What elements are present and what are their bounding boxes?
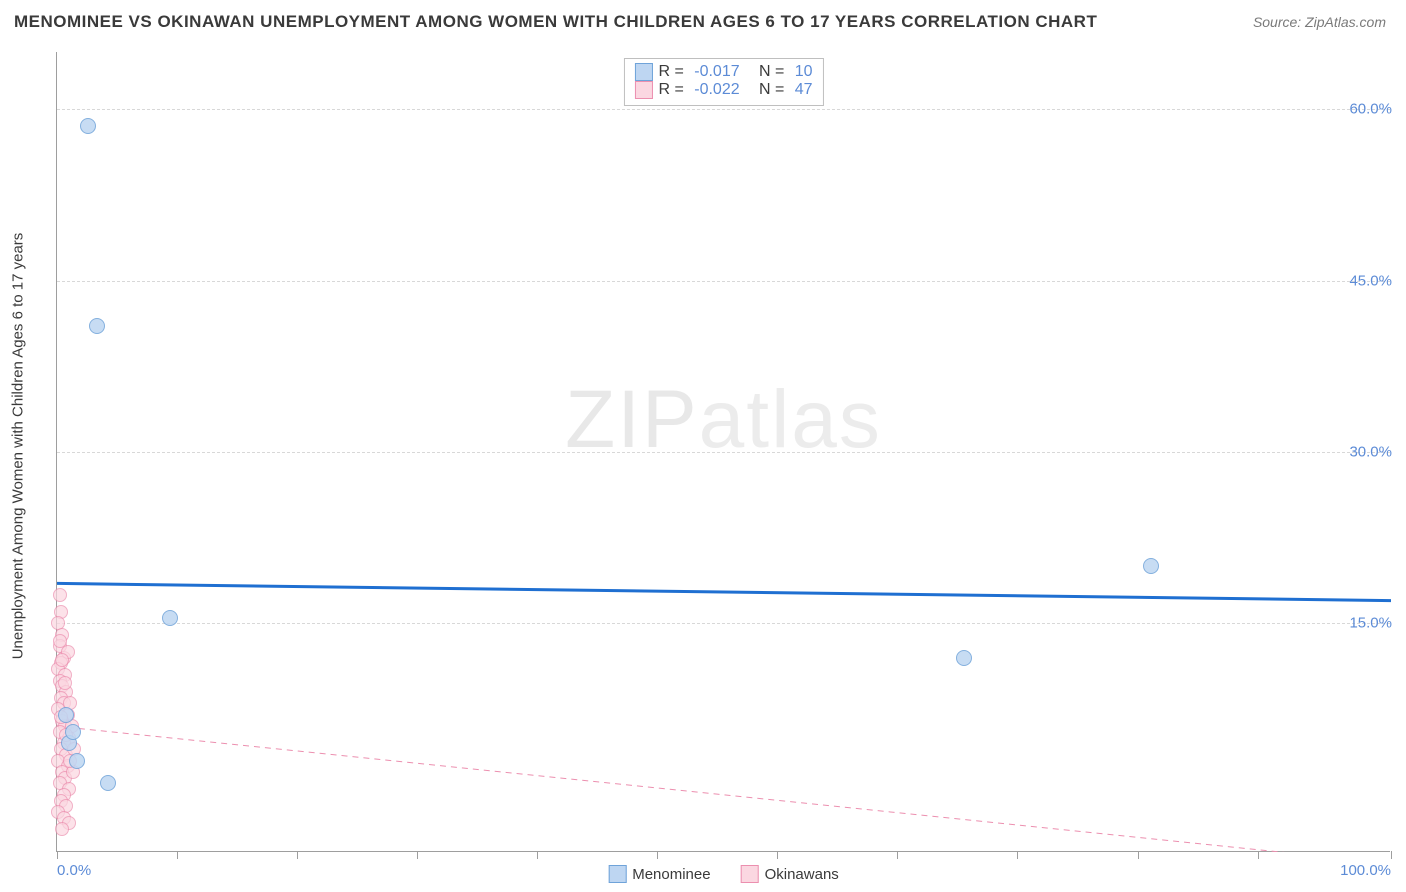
y-tick-label: 60.0% [1349, 101, 1392, 118]
legend-item-menominee: Menominee [608, 865, 710, 883]
watermark-bold: ZIP [565, 374, 699, 465]
legend-swatch-okinawans [634, 81, 652, 99]
grid-line [57, 109, 1390, 110]
data-point-menominee [89, 318, 105, 334]
y-tick-label: 45.0% [1349, 272, 1392, 289]
data-point-menominee [1143, 558, 1159, 574]
data-point-okinawans [53, 588, 67, 602]
chart-title: MENOMINEE VS OKINAWAN UNEMPLOYMENT AMONG… [14, 12, 1097, 32]
y-tick-label: 30.0% [1349, 444, 1392, 461]
data-point-okinawans [58, 676, 72, 690]
r-label: R = [658, 81, 688, 99]
data-point-menominee [58, 707, 74, 723]
n-label: N = [746, 63, 789, 81]
data-point-menominee [80, 118, 96, 134]
legend-swatch [741, 865, 759, 883]
grid-line [57, 623, 1390, 624]
watermark-thin: atlas [699, 374, 882, 465]
legend-swatch [608, 865, 626, 883]
source-label: Source: ZipAtlas.com [1253, 14, 1386, 30]
r-value: -0.022 [694, 81, 739, 99]
legend-label: Menominee [632, 866, 710, 883]
data-point-menominee [956, 650, 972, 666]
x-tick-label: 0.0% [57, 862, 91, 879]
y-axis-label: Unemployment Among Women with Children A… [10, 233, 27, 660]
data-point-okinawans [55, 653, 69, 667]
x-tick-label: 100.0% [1340, 862, 1391, 879]
trend-line-okinawans [57, 726, 1391, 852]
chart-container: MENOMINEE VS OKINAWAN UNEMPLOYMENT AMONG… [0, 0, 1406, 892]
x-tick [537, 851, 538, 859]
x-tick [777, 851, 778, 859]
plot-area: ZIPatlas R = -0.017 N = 10 R = -0.022 N … [56, 52, 1390, 852]
series-legend: Menominee Okinawans [608, 865, 839, 883]
legend-item-okinawans: Okinawans [741, 865, 839, 883]
data-point-okinawans [55, 822, 69, 836]
x-tick [297, 851, 298, 859]
n-value: 47 [795, 81, 813, 99]
x-tick [1258, 851, 1259, 859]
x-tick [177, 851, 178, 859]
data-point-menominee [100, 775, 116, 791]
x-tick [1017, 851, 1018, 859]
x-tick [57, 851, 58, 859]
n-value: 10 [795, 63, 813, 81]
data-point-okinawans [53, 634, 67, 648]
x-tick [897, 851, 898, 859]
legend-swatch-menominee [634, 63, 652, 81]
trend-line-menominee [57, 583, 1391, 600]
x-tick [657, 851, 658, 859]
r-label: R = [658, 63, 688, 81]
data-point-menominee [69, 753, 85, 769]
r-value: -0.017 [694, 63, 739, 81]
x-tick [1391, 851, 1392, 859]
correlation-legend-row: R = -0.017 N = 10 [634, 63, 812, 81]
legend-label: Okinawans [765, 866, 839, 883]
n-label: N = [746, 81, 789, 99]
grid-line [57, 452, 1390, 453]
y-tick-label: 15.0% [1349, 615, 1392, 632]
grid-line [57, 281, 1390, 282]
data-point-menominee [65, 724, 81, 740]
correlation-legend-row: R = -0.022 N = 47 [634, 81, 812, 99]
x-tick [1138, 851, 1139, 859]
correlation-legend: R = -0.017 N = 10 R = -0.022 N = 47 [623, 58, 823, 106]
data-point-menominee [162, 610, 178, 626]
x-tick [417, 851, 418, 859]
